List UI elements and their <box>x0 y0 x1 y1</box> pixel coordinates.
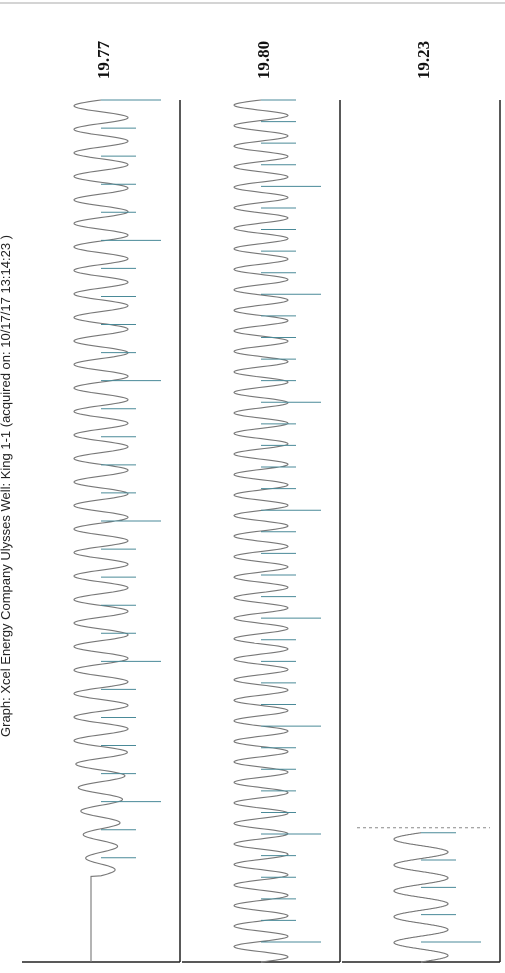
pressure-trace <box>393 832 449 963</box>
pressure-trace <box>73 99 129 962</box>
chart-header: Graph: Xcel Energy Company Ulysses Well:… <box>0 235 13 737</box>
chart-panels: 19.77 19.80 19.23 <box>22 40 501 963</box>
panel-label: 19.77 <box>94 40 113 79</box>
pressure-trace <box>233 99 289 963</box>
panel-label: 19.80 <box>254 41 273 79</box>
panel-label: 19.23 <box>414 41 433 79</box>
